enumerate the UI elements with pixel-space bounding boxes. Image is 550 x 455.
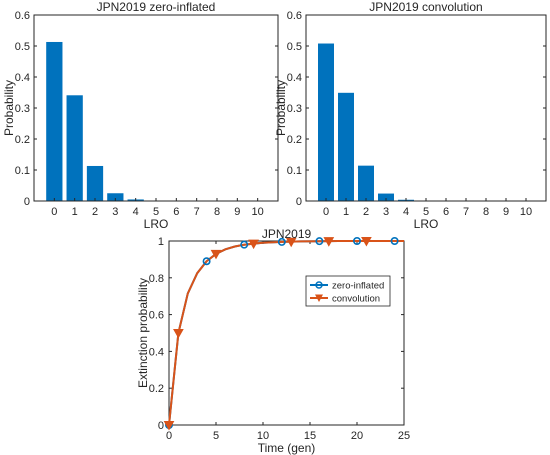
bar [107,193,124,201]
y-tick-label: 0.2 [149,383,164,395]
x-axis-label: Time (gen) [258,441,316,455]
y-tick-label: 0.1 [15,165,30,177]
y-tick-label: 0.2 [15,134,30,146]
legend-marker-convolution [315,294,323,302]
marker-convolution [248,239,259,250]
y-tick-label: 0.5 [15,41,30,53]
x-tick-label: 9 [234,206,240,218]
y-tick-label: 0.2 [287,134,302,146]
x-tick-label: 10 [257,430,269,442]
chart-title: JPN2019 convolution [369,0,482,14]
marker-zero-inflated [390,237,399,246]
y-tick-label: 0.4 [287,72,302,84]
x-tick-label: 5 [153,206,159,218]
marker-convolution [173,329,184,339]
y-axis-label: Probability [274,80,288,136]
x-tick-label: 2 [363,206,369,218]
bar [86,165,104,201]
x-tick-label: 6 [173,206,179,218]
y-tick-label: 0.3 [287,103,302,115]
x-tick-label: 4 [403,206,409,218]
y-tick-label: 0 [296,196,302,208]
marker-zero-inflated [315,237,324,246]
legend-marker-zero-inflated [315,281,323,289]
chart-title: JPN2019 [262,227,312,241]
marker-convolution [285,237,297,248]
chart-zero-inflated-histogram: 0 0.1 0.2 0.3 0.4 0.5 0.6 0 1 2 3 4 5 6 7 8 9 10 JPN2019 z… [2,0,279,231]
marker-zero-inflated [352,237,361,246]
x-tick-label: 4 [133,206,139,218]
marker-zero-inflated [277,237,286,246]
marker-zero-inflated [240,240,249,249]
x-tick-label: 5 [423,206,429,218]
x-tick-label: 2 [92,206,98,218]
x-tick-label: 20 [351,430,363,442]
bar [46,41,63,201]
x-tick-label: 8 [214,206,220,218]
y-tick-label: 0.6 [149,310,164,322]
x-tick-label: 10 [252,206,264,218]
y-axis-label: Probability [2,80,16,136]
y-tick-label: 0.1 [287,165,302,177]
bar [338,92,354,201]
y-tick-label: 1 [158,236,164,248]
marker-convolution [361,237,372,247]
x-tick-label: 5 [213,430,219,442]
x-tick-label: 15 [304,430,316,442]
bar [378,193,394,201]
chart-extinction-probability: 00.20.40.60.810 5 10 15 20 25zero-inflatedcon… [136,227,410,455]
x-tick-label: 1 [343,206,349,218]
x-tick-label: 0 [166,430,172,442]
x-axis-label: LRO [414,217,439,231]
y-tick-label: 0.3 [15,103,30,115]
legend-box [305,275,391,307]
x-tick-label: 7 [194,206,200,218]
x-tick-label: 3 [112,206,118,218]
x-tick-label: 6 [443,206,449,218]
series-line-convolution [168,240,404,426]
bar [66,95,83,201]
x-axis-label: LRO [144,217,169,231]
marker-zero-inflated [202,257,211,266]
y-tick-label: 0.4 [15,72,30,84]
y-tick-label: 0 [24,196,30,208]
marker-convolution [323,237,335,247]
y-axis-label: Extinction probability [136,278,150,388]
y-tick-label: 0.4 [149,346,164,358]
x-tick-label: 7 [463,206,469,218]
marker-convolution [210,249,222,260]
bar [318,43,334,201]
bar [358,165,374,201]
legend-label: zero-inflated [332,281,384,292]
y-tick-label: 0 [158,420,164,432]
x-tick-label: 3 [383,206,389,218]
y-tick-label: 0.8 [149,273,164,285]
y-tick-label: 0.6 [15,10,30,22]
x-tick-label: 9 [503,206,509,218]
x-tick-label: 25 [398,430,410,442]
chart-title: JPN2019 zero-inflated [97,0,216,14]
x-tick-label: 0 [323,206,329,218]
chart-convolution-histogram: 0 0.1 0.2 0.3 0.4 0.5 0.6 0 1 2 3 4 5 6 7 8 9 10 JPN2019 c… [274,0,547,231]
y-tick-label: 0.5 [287,41,302,53]
x-tick-label: 10 [520,206,532,218]
x-tick-label: 0 [51,206,57,218]
y-tick-label: 0.6 [287,10,302,22]
x-tick-label: 8 [483,206,489,218]
legend-label: convolution [332,294,380,305]
x-tick-label: 1 [72,206,78,218]
marker-convolution [163,421,175,431]
